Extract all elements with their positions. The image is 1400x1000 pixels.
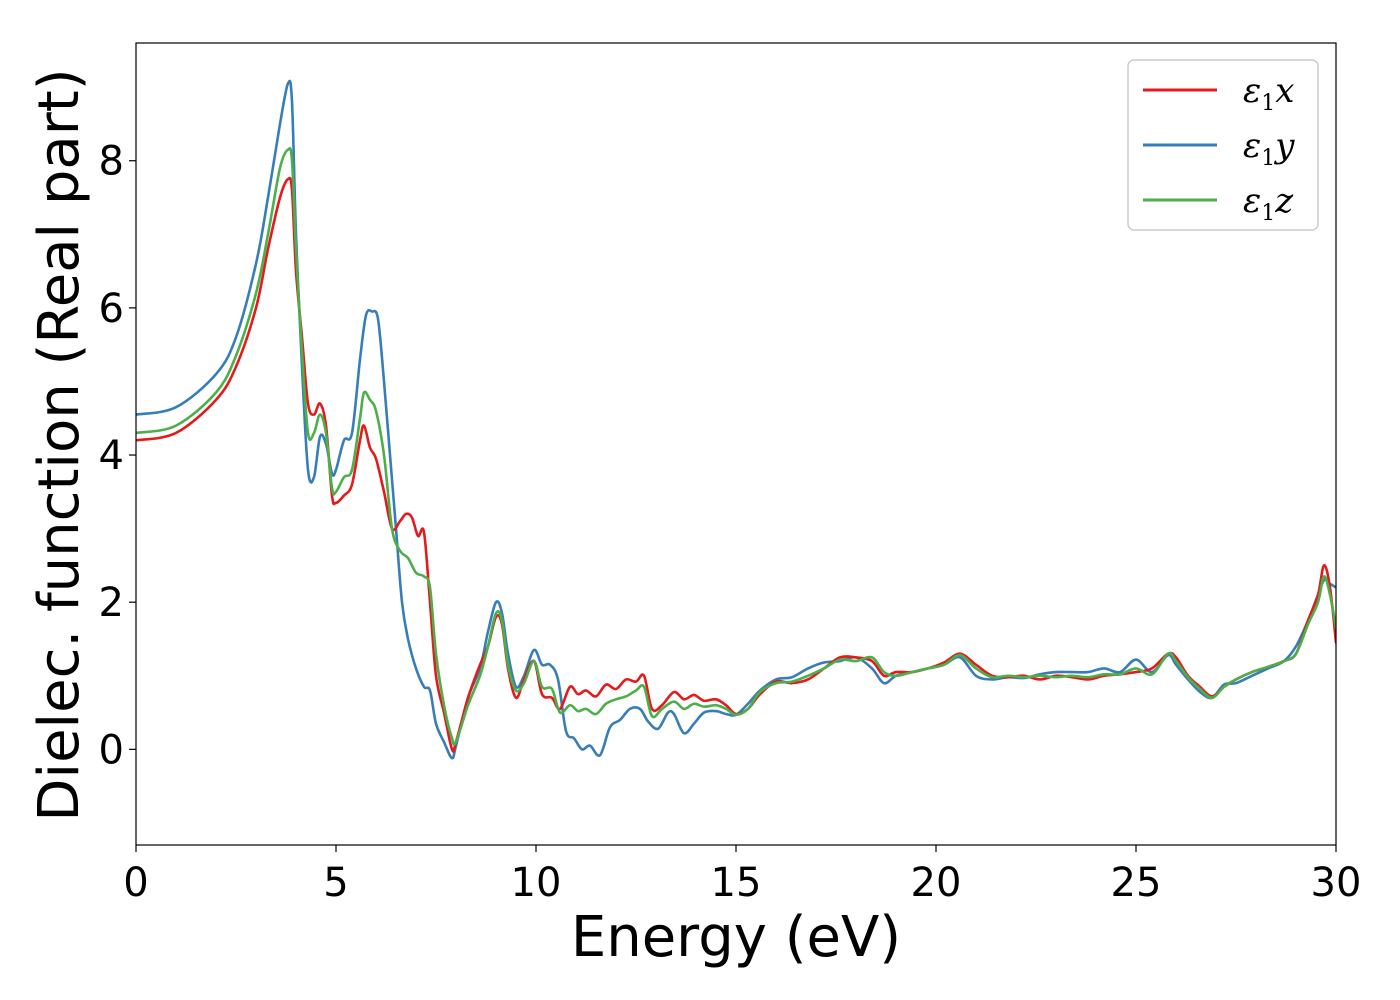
y-tick-label: 6 bbox=[99, 286, 124, 332]
legend-symbol: ε bbox=[1243, 181, 1261, 221]
legend-label-z: ε1z bbox=[1243, 181, 1294, 226]
x-tick-label: 20 bbox=[911, 860, 962, 906]
legend-subscript: 1 bbox=[1261, 146, 1275, 171]
legend-label-y: ε1y bbox=[1243, 126, 1295, 171]
y-tick-label: 0 bbox=[99, 727, 124, 773]
legend-variable: z bbox=[1274, 181, 1294, 221]
x-tick-label: 15 bbox=[711, 860, 762, 906]
legend-subscript: 1 bbox=[1261, 201, 1275, 226]
series-group bbox=[136, 79, 1336, 760]
legend-variable: x bbox=[1275, 71, 1294, 111]
legend-variable: y bbox=[1273, 126, 1295, 166]
x-tick-label: 25 bbox=[1111, 860, 1162, 906]
y-tick-label: 4 bbox=[99, 433, 124, 479]
y-axis: 0 2 4 6 8 bbox=[99, 139, 136, 773]
y-tick-label: 2 bbox=[99, 580, 124, 626]
legend-symbol: ε bbox=[1243, 126, 1261, 166]
x-tick-label: 10 bbox=[511, 860, 562, 906]
legend-symbol: ε bbox=[1243, 71, 1261, 111]
legend-box bbox=[1127, 59, 1319, 231]
x-tick-label: 30 bbox=[1311, 860, 1362, 906]
y-axis-title: Dielec. function (Real part) bbox=[27, 68, 92, 821]
x-axis: 0 5 10 15 20 25 30 bbox=[123, 845, 1361, 906]
legend-label-x: ε1x bbox=[1243, 71, 1294, 116]
x-tick-label: 5 bbox=[323, 860, 348, 906]
y-tick-label: 8 bbox=[99, 139, 124, 185]
x-tick-label: 0 bbox=[123, 860, 148, 906]
legend-subscript: 1 bbox=[1261, 91, 1275, 116]
x-axis-title: Energy (eV) bbox=[571, 905, 901, 970]
series-line-y bbox=[136, 79, 1336, 760]
series-line-z bbox=[136, 146, 1336, 747]
